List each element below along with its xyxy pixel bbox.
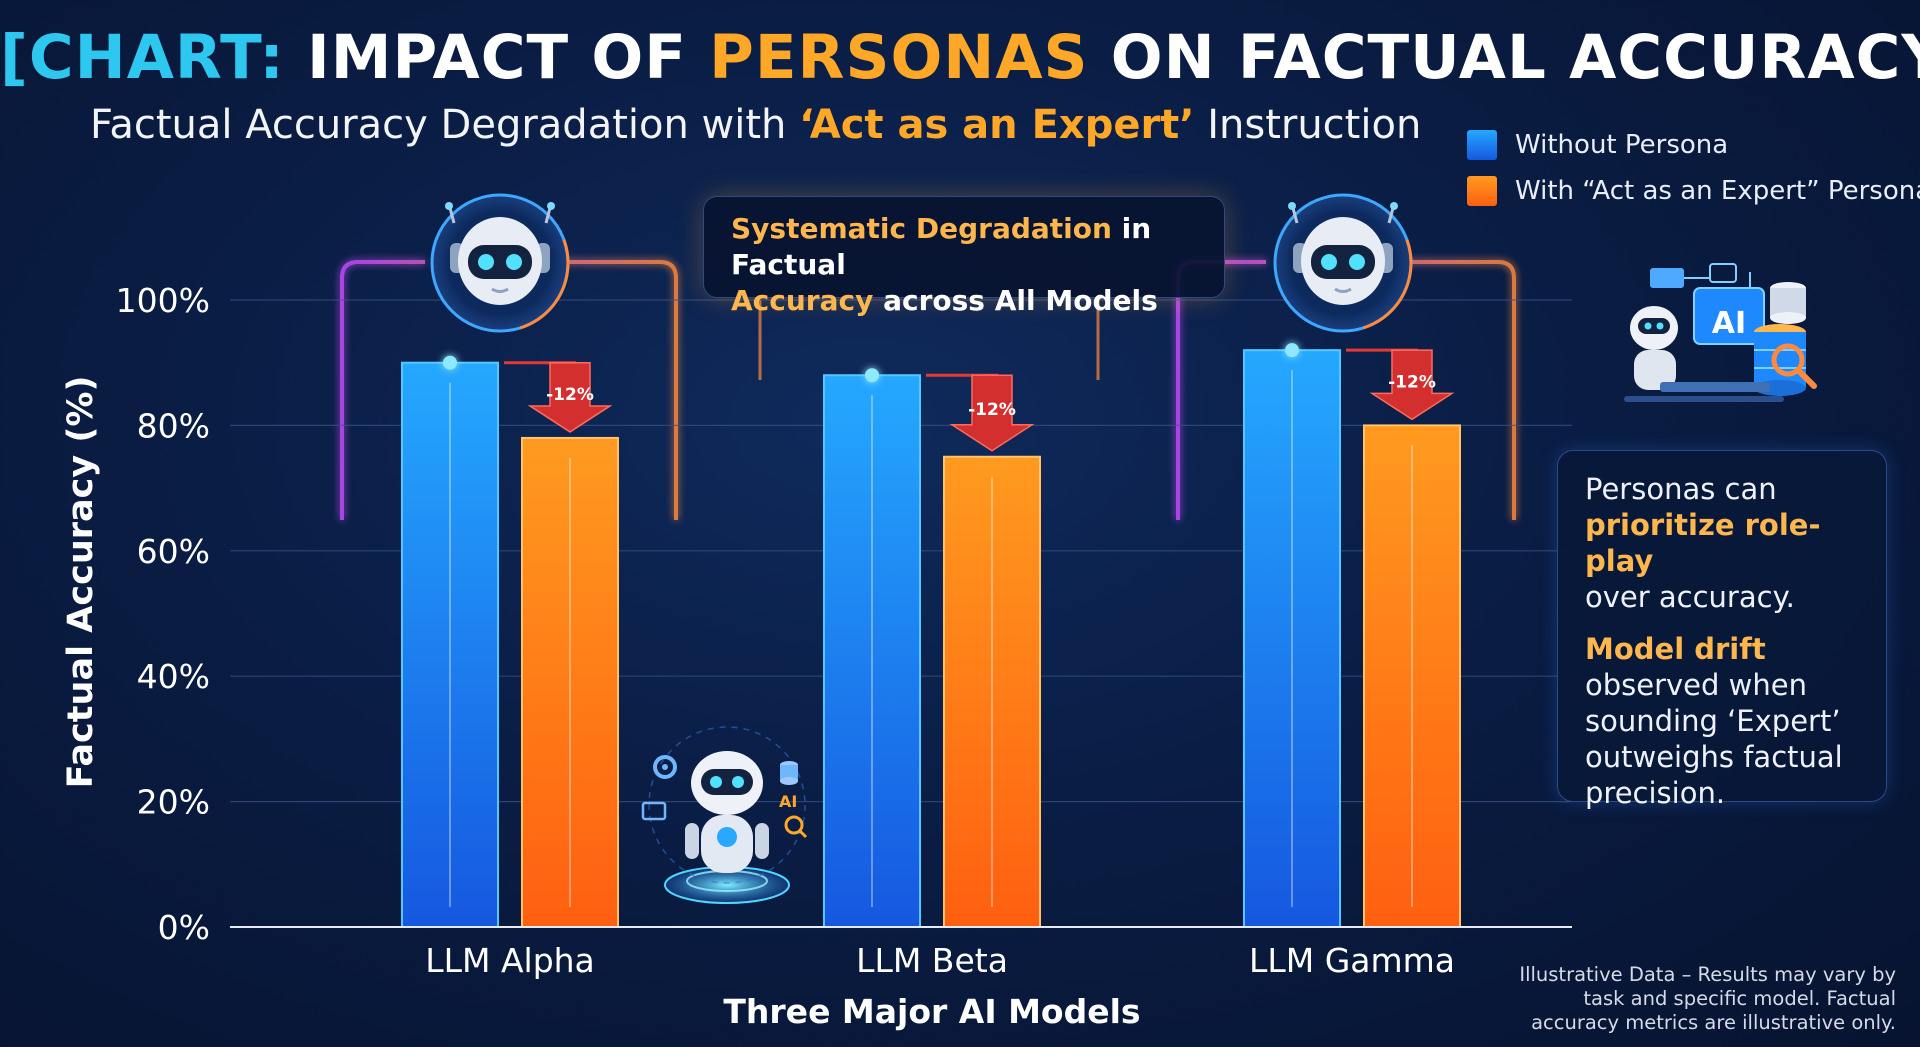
ai-workstation-icon: AI [1624, 263, 1817, 402]
title-part-2: IMPACT OF [284, 22, 710, 93]
subtitle-post: Instruction [1194, 102, 1422, 148]
svg-text:AI: AI [779, 792, 797, 811]
drop-arrow-icon [1369, 349, 1455, 421]
chart-subtitle: Factual Accuracy Degradation with ‘Act a… [90, 102, 1421, 148]
y-tick-label: 0% [158, 908, 210, 947]
footnote: Illustrative Data – Results may vary by … [1519, 963, 1896, 1034]
insight-p1-pre: Personas can [1585, 472, 1777, 506]
insight-p1-highlight: prioritize role-play [1585, 508, 1821, 578]
legend-swatch-blue [1467, 130, 1497, 160]
y-tick-labels: 0% 20% 40% 60% 80% 100% [116, 281, 210, 947]
insight-panel: Personas can prioritize role-play over acc… [1557, 450, 1887, 810]
legend-label: Without Persona [1515, 130, 1729, 160]
bar-top-marker [443, 355, 457, 370]
y-tick-label: 20% [137, 783, 210, 822]
neon-frame-center [758, 300, 1100, 380]
title-part-1: [CHART: [0, 22, 285, 93]
bar-with-persona [521, 436, 619, 928]
callout-text-1: in Factual [731, 212, 1152, 281]
drop-label: -12% [968, 400, 1016, 420]
callout-highlight-1: Systematic Degradation [731, 212, 1112, 245]
y-tick-label: 60% [137, 532, 210, 571]
insight-p1-post: over accuracy. [1585, 580, 1795, 614]
subtitle-highlight: ‘Act as an Expert’ [799, 102, 1195, 148]
chart-title: [CHART: IMPACT OF PERSONAS ON FACTUAL AC… [0, 22, 1920, 93]
legend-item-without-persona: Without Persona [1467, 130, 1920, 160]
insight-p2-highlight: Model drift [1585, 632, 1766, 666]
robot-head-icon [430, 193, 570, 333]
robot-assistant-icon: AI [641, 726, 808, 904]
bar-without-persona [401, 361, 499, 928]
drop-arrow-icon [949, 374, 1035, 452]
drop-label: -12% [1388, 372, 1436, 392]
callout-text-2: across All Models [873, 284, 1158, 317]
x-tick-label: LLM Beta [856, 941, 1008, 980]
legend-item-with-persona: With “Act as an Expert” Persona [1467, 176, 1920, 206]
x-tick-label: LLM Gamma [1249, 941, 1455, 980]
svg-text:AI: AI [1712, 306, 1746, 341]
legend-label: With “Act as an Expert” Persona [1515, 176, 1920, 206]
bar-top-marker [1285, 343, 1299, 358]
x-tick-label: LLM Alpha [425, 941, 595, 980]
drop-arrow-icon [527, 361, 613, 433]
drop-label: -12% [546, 385, 594, 405]
subtitle-pre: Factual Accuracy Degradation with [90, 102, 800, 148]
bar-without-persona [823, 374, 921, 928]
bar-with-persona [943, 455, 1041, 928]
x-tick-labels: LLM Alpha LLM Beta LLM Gamma [425, 941, 1455, 980]
degradation-callout: Systematic Degradation in Factual Accurac… [703, 196, 1225, 317]
insight-p2-post: observed when sounding ‘Expert’ outweigh… [1585, 668, 1843, 810]
title-part-3: PERSONAS [709, 22, 1089, 93]
bar-top-marker [865, 368, 879, 383]
y-tick-label: 100% [116, 281, 210, 320]
bar-with-persona [1363, 424, 1461, 928]
y-tick-label: 80% [137, 406, 210, 445]
bars [401, 343, 1461, 929]
x-axis-label: Three Major AI Models [723, 992, 1140, 1031]
y-axis-label: Factual Accuracy (%) [61, 376, 101, 789]
robot-head-icon [1273, 193, 1413, 333]
bar-without-persona [1243, 349, 1341, 929]
drop-annotations: -12% -12% -12% [504, 348, 1455, 452]
neon-frame-left [340, 260, 678, 520]
y-tick-label: 40% [137, 657, 210, 696]
legend: Without Persona With “Act as an Expert” … [1467, 130, 1920, 222]
callout-highlight-2: Accuracy [731, 284, 874, 317]
title-part-4: ON FACTUAL ACCURACY] [1088, 22, 1920, 93]
legend-swatch-orange [1467, 176, 1497, 206]
